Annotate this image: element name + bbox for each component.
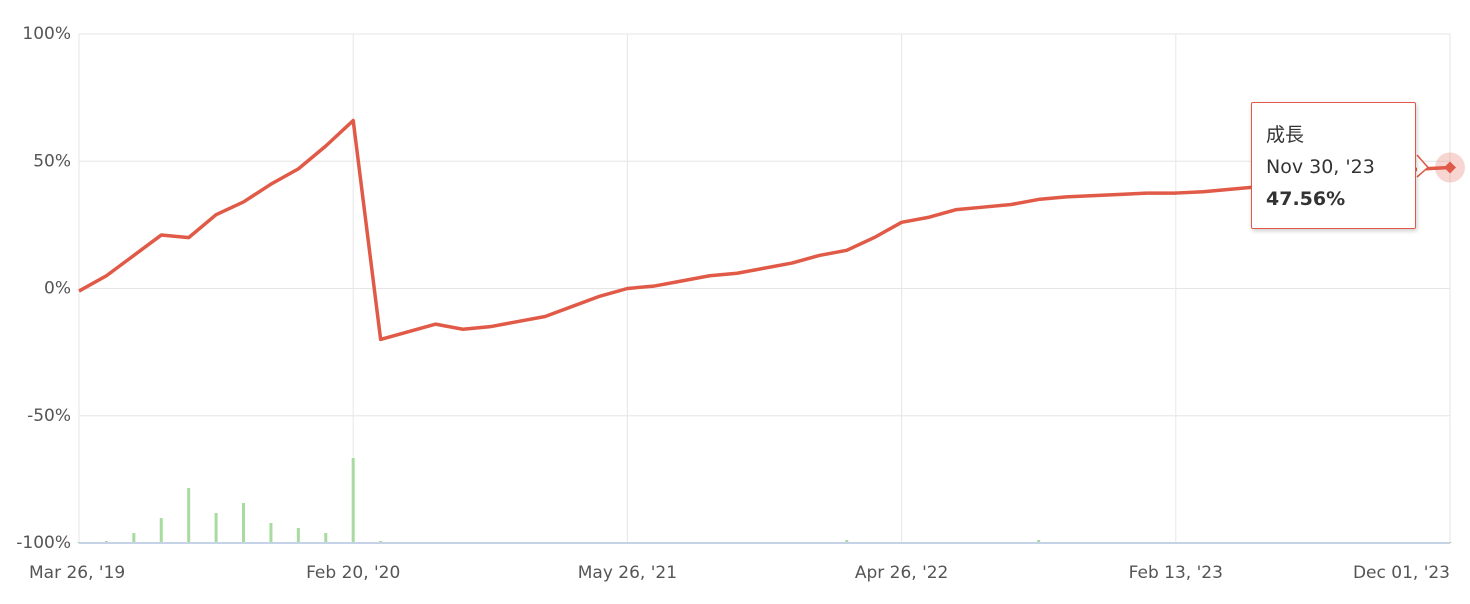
volume-bar bbox=[351, 458, 355, 543]
volume-bar bbox=[845, 540, 849, 543]
y-tick-label: -50% bbox=[27, 406, 71, 426]
volume-bar bbox=[242, 503, 246, 543]
tooltip-value-text: 47.56% bbox=[1266, 188, 1346, 210]
x-tick-label: Feb 20, '20 bbox=[306, 563, 400, 583]
volume-bar bbox=[159, 518, 163, 543]
tooltip: 成長 Nov 30, '23 47.56% bbox=[1251, 102, 1416, 229]
y-tick-label: -100% bbox=[16, 533, 71, 553]
volume-bar bbox=[269, 523, 273, 543]
y-tick-label: 50% bbox=[33, 151, 71, 171]
tooltip-date: Nov 30, '23 bbox=[1266, 156, 1375, 178]
line bbox=[78, 118, 1451, 342]
volume-bar bbox=[324, 533, 328, 543]
x-tick-label: Mar 26, '19 bbox=[29, 563, 125, 583]
x-tick-label: Feb 13, '23 bbox=[1129, 563, 1223, 583]
hover-marker bbox=[1444, 161, 1456, 174]
tooltip-pointer bbox=[1416, 154, 1430, 178]
volume-bar bbox=[1037, 540, 1041, 543]
volume-bar bbox=[187, 488, 191, 543]
volume-bar bbox=[132, 533, 136, 543]
x-tick-label: May 26, '21 bbox=[578, 563, 677, 583]
tooltip-series: 成長 bbox=[1266, 124, 1305, 146]
x-tick-label: Apr 26, '22 bbox=[855, 563, 949, 583]
y-tick-label: 0% bbox=[44, 279, 71, 299]
volume-bar bbox=[296, 528, 300, 543]
volume-bar bbox=[214, 513, 218, 543]
y-tick-label: 100% bbox=[22, 24, 71, 44]
x-tick-label: Dec 01, '23 bbox=[1353, 563, 1450, 583]
tooltip-value: 47.56% bbox=[1266, 183, 1401, 215]
